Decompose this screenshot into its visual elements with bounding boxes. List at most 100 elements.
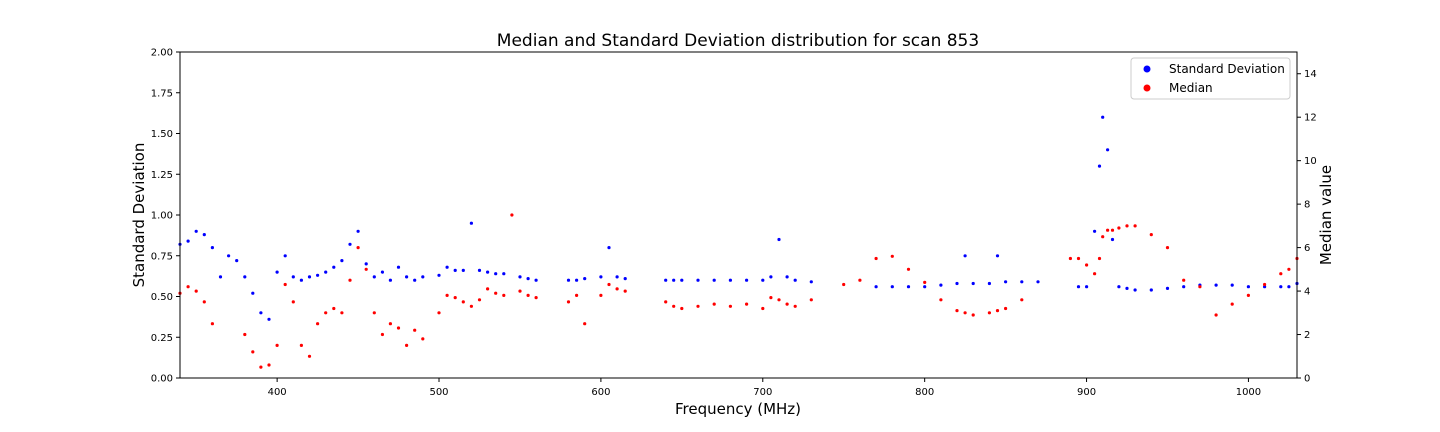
standard-deviation-point <box>599 275 603 279</box>
legend: Standard Deviation Median <box>1130 57 1291 100</box>
standard-deviation-point <box>1036 280 1040 284</box>
median-point <box>267 363 271 367</box>
median-point <box>299 343 303 347</box>
median-point <box>324 311 328 315</box>
standard-deviation-point <box>445 265 449 269</box>
standard-deviation-point <box>1076 285 1081 289</box>
median-point <box>906 267 911 271</box>
left-y-axis-ticks: 0.00 0.25 0.50 0.75 1.00 1.25 1.50 1.75 2.00 <box>151 48 180 385</box>
median-point <box>194 289 198 293</box>
median-point <box>461 300 465 304</box>
median-point <box>890 254 894 258</box>
left-y-axis-label: Standard Deviation <box>130 143 148 288</box>
median-point <box>518 289 522 293</box>
median-point <box>445 293 449 297</box>
standard-deviation-point <box>356 229 360 233</box>
standard-deviation-point <box>324 270 328 274</box>
median-point <box>963 311 967 315</box>
median-point <box>607 282 611 287</box>
median-point <box>575 293 579 297</box>
median-point <box>356 246 360 250</box>
left-y-tick-label: 0.50 <box>151 292 173 303</box>
standard-deviation-point <box>809 280 813 284</box>
legend-std-label: Standard Deviation <box>1169 62 1285 76</box>
x-tick-label: 1000 <box>1236 387 1261 398</box>
standard-deviation-point <box>745 278 749 282</box>
median-point <box>664 300 668 304</box>
median-point <box>307 354 312 358</box>
median-point <box>421 337 425 341</box>
left-y-tick-label: 1.00 <box>151 211 173 222</box>
standard-deviation-point <box>210 246 214 250</box>
standard-deviation-point <box>243 275 247 279</box>
median-point <box>453 296 457 300</box>
standard-deviation-point <box>777 237 781 242</box>
median-point <box>939 298 943 302</box>
right-y-axis-ticks: 0 2 4 6 8 10 12 14 <box>1297 69 1317 385</box>
standard-deviation-point <box>793 278 797 282</box>
x-tick-label: 400 <box>268 387 287 398</box>
median-point <box>923 280 927 284</box>
median-point <box>396 326 401 330</box>
standard-deviation-point <box>299 278 303 282</box>
standard-deviation-point <box>259 311 263 315</box>
standard-deviation-point <box>316 273 320 277</box>
standard-deviation-point <box>518 275 522 279</box>
standard-deviation-point <box>712 278 716 282</box>
median-point <box>1263 282 1267 287</box>
standard-deviation-point <box>1149 288 1153 292</box>
standard-deviation-point <box>275 270 279 274</box>
right-y-axis-label: Median value <box>1317 165 1335 265</box>
standard-deviation-point <box>469 221 473 225</box>
median-point <box>316 322 320 326</box>
standard-deviation-point <box>696 278 700 282</box>
median-point <box>251 350 255 354</box>
standard-deviation-point <box>583 277 587 281</box>
standard-deviation-point <box>785 275 789 279</box>
right-y-tick-label: 4 <box>1304 287 1310 298</box>
median-point <box>842 282 846 287</box>
median-point <box>1198 285 1202 289</box>
median-point <box>534 296 538 300</box>
median-point <box>1133 224 1137 228</box>
median-point <box>728 304 733 308</box>
standard-deviation-point <box>421 275 425 279</box>
standard-deviation-point <box>906 285 911 289</box>
standard-deviation-point <box>1106 148 1110 152</box>
x-tick-label: 800 <box>915 387 934 398</box>
median-point <box>777 298 781 302</box>
x-tick-label: 900 <box>1077 387 1096 398</box>
standard-deviation-point <box>769 275 773 279</box>
standard-deviation-point <box>1182 285 1186 289</box>
standard-deviation-point <box>680 278 684 282</box>
standard-deviation-point <box>1020 280 1024 284</box>
median-point <box>1004 306 1008 311</box>
x-tick-label: 500 <box>429 387 448 398</box>
median-point <box>623 289 627 293</box>
median-point <box>615 287 619 291</box>
x-axis-ticks: 400 500 600 700 800 900 1000 <box>268 378 1261 398</box>
median-point <box>202 300 206 304</box>
median-point <box>995 309 1000 313</box>
median-point <box>413 328 417 332</box>
standard-deviation-point <box>987 281 992 286</box>
standard-deviation-point <box>623 277 627 281</box>
right-y-tick-label: 8 <box>1304 200 1310 211</box>
standard-deviation-point <box>437 273 441 277</box>
standard-deviation-point <box>728 278 733 282</box>
standard-deviation-point <box>1279 285 1283 289</box>
median-point <box>874 256 878 261</box>
median-point <box>259 365 263 369</box>
median-point <box>243 332 247 337</box>
median-point <box>1279 272 1283 276</box>
standard-deviation-point <box>1263 285 1267 289</box>
median-point <box>526 293 530 297</box>
median-point <box>348 278 352 282</box>
median-point <box>469 304 473 308</box>
right-y-tick-label: 10 <box>1304 156 1317 167</box>
x-axis-label: Frequency (MHz) <box>675 400 801 418</box>
standard-deviation-point <box>1287 285 1291 289</box>
median-point <box>955 309 959 313</box>
left-y-tick-label: 0.25 <box>151 333 173 344</box>
